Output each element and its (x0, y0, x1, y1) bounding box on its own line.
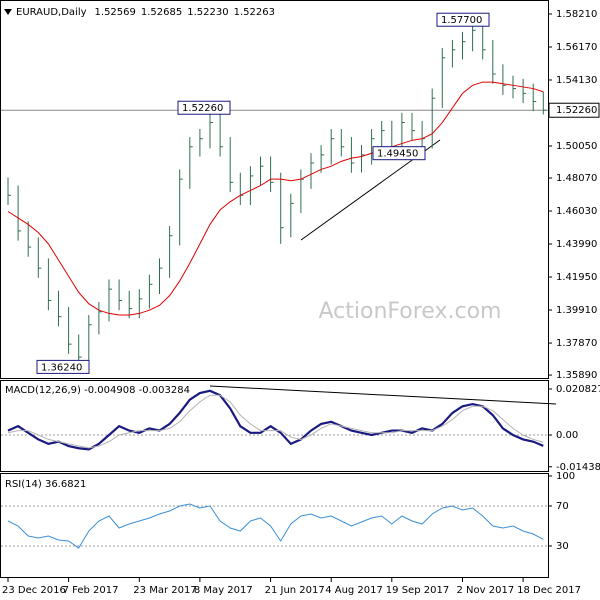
rsi-panel (0, 473, 549, 578)
open-value: 1.52569 (95, 7, 136, 18)
annotation-label: 1.36240 (41, 362, 82, 373)
last-price-label: 1.52260 (556, 105, 597, 116)
y-tick-label: 1.39910 (556, 305, 597, 316)
menu-icon (4, 9, 12, 15)
annotation-box (36, 359, 90, 374)
y-tick-label: 1.41950 (556, 272, 597, 283)
x-tick-label: 2 Nov 2017 (457, 585, 515, 596)
annotation-label: 1.57700 (441, 15, 482, 26)
low-value: 1.52230 (187, 7, 228, 18)
indicator-line (7, 389, 544, 451)
y-tick-label: 1.37870 (556, 338, 597, 349)
y-tick-label: 1.54130 (556, 75, 597, 86)
close-value: 1.52263 (234, 7, 275, 18)
x-tick-label: 21 Jun 2017 (265, 585, 325, 596)
annotation-box (372, 146, 426, 161)
annotation-box (436, 12, 490, 27)
y-tick-label: 1.46030 (556, 206, 597, 217)
x-tick-label: 23 Dec 2016 (2, 585, 66, 596)
last-price-box (548, 102, 600, 118)
y-tick-label: 1.50050 (556, 141, 597, 152)
symbol: EURAUD,Daily (16, 7, 87, 18)
x-tick-label: 7 Feb 2017 (63, 585, 119, 596)
y-tick-label: 0.00 (556, 430, 578, 441)
x-tick-label: 23 Mar 2017 (133, 585, 196, 596)
rsi-title: RSI(14) 36.6821 (5, 479, 86, 490)
annotation-box (177, 100, 231, 115)
y-tick-label: 1.56170 (556, 42, 597, 53)
y-tick-label: 1.43990 (556, 239, 597, 250)
y-tick-label: 1.58210 (556, 9, 597, 20)
x-tick-label: 18 Dec 2017 (517, 585, 581, 596)
y-tick-label: 1.48070 (556, 173, 597, 184)
x-tick-label: 19 Sep 2017 (386, 585, 449, 596)
y-tick-label: 0.020827 (556, 384, 600, 395)
y-tick-label: 30 (556, 541, 569, 552)
y-tick-label: 1.35890 (556, 370, 597, 381)
indicator-line (7, 394, 544, 449)
y-tick-label: 100 (556, 471, 575, 482)
annotation-label: 1.49450 (377, 149, 418, 160)
watermark: ActionForex.com (319, 299, 502, 324)
high-value: 1.52685 (141, 7, 182, 18)
indicator-line (7, 503, 544, 549)
macd-trend-line (209, 385, 557, 405)
y-tick-label: 70 (556, 501, 569, 512)
chart-header: EURAUD,Daily 1.52569 1.52685 1.52230 1.52263 (16, 7, 275, 18)
x-tick-label: 4 Aug 2017 (325, 585, 383, 596)
price-panel (0, 0, 549, 379)
moving-average (7, 81, 544, 316)
macd-panel (0, 380, 549, 472)
x-tick-label: 8 May 2017 (194, 585, 253, 596)
y-tick-label: -0.014386 (556, 462, 600, 473)
macd-title: MACD(12,26,9) -0.004908 -0.003284 (5, 385, 190, 396)
annotation-label: 1.52260 (182, 103, 223, 114)
